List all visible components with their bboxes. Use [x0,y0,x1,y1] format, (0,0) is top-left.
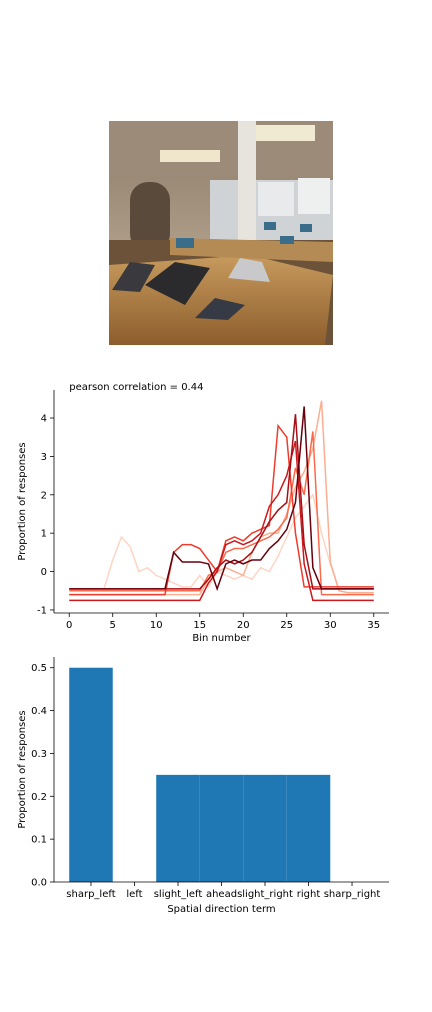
y-axis-label: Proportion of responses [17,710,28,828]
x-tick-label: 0 [66,620,72,631]
y-tick-label: 3 [41,452,47,463]
x-tick-label: sharp_left [66,889,115,900]
y-tick-label: 2 [41,490,47,501]
x-tick-label: 20 [237,620,250,631]
y-tick-label: 0.3 [31,749,47,760]
photo [109,121,333,345]
x-tick-label: slight_left [154,889,203,900]
line-series [69,406,374,592]
x-tick-label: sharp_right [324,889,381,900]
bar [156,774,200,882]
y-tick-label: 0.5 [31,663,47,674]
x-axis-label: Bin number [192,633,251,644]
x-tick-label: 5 [110,620,116,631]
x-axis-label: Spatial direction term [167,904,275,915]
y-tick-label: 1 [41,529,47,540]
bar [286,774,331,882]
x-tick-label: right [297,889,321,900]
x-tick-label: ahead [206,889,237,900]
x-tick-label: 35 [367,620,380,631]
bar [243,774,287,882]
line-series [69,440,374,602]
y-tick-label: 4 [41,414,47,425]
y-tick-label: 0 [41,567,47,578]
line-series [69,431,374,596]
chart-title: pearson correlation = 0.44 [69,382,203,393]
y-tick-label: -1 [37,605,47,616]
x-tick-label: 15 [193,620,206,631]
x-tick-label: slight_right [237,889,293,900]
y-tick-label: 0.0 [31,878,47,889]
x-tick-label: left [126,889,142,900]
y-axis-label: Proportion of responses [17,442,28,560]
x-tick-label: 10 [150,620,163,631]
y-tick-label: 0.2 [31,792,47,803]
x-tick-label: 30 [324,620,337,631]
x-tick-label: 25 [280,620,293,631]
bar [69,667,113,882]
y-tick-label: 0.4 [31,706,47,717]
bar [199,774,244,882]
line-series [69,493,374,590]
y-tick-label: 0.1 [31,835,47,846]
line-series [69,400,374,596]
